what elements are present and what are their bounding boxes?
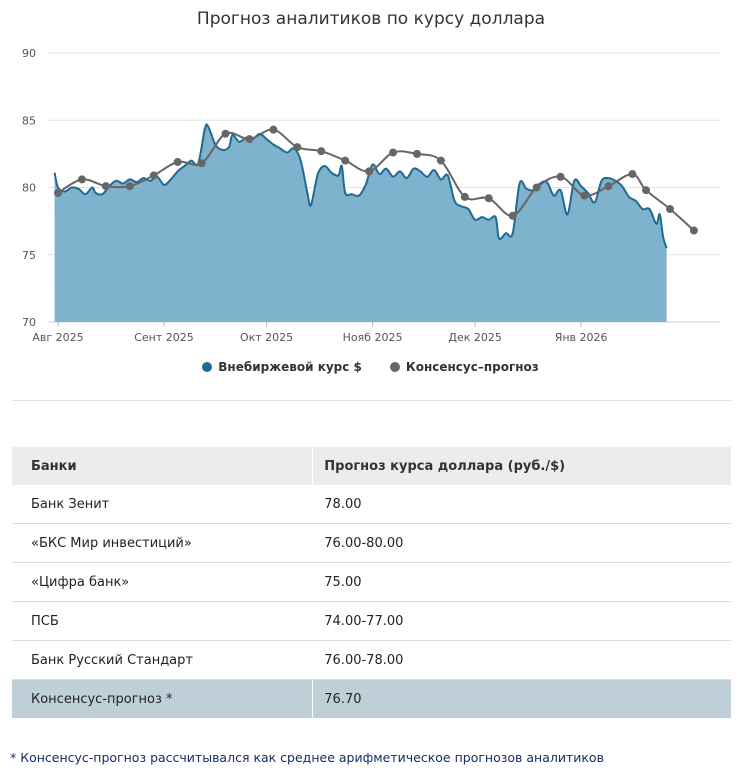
consensus-point[interactable] (221, 129, 230, 138)
y-tick-label: 70 (22, 316, 36, 329)
consensus-point[interactable] (532, 183, 541, 192)
legend-spot-marker (202, 362, 213, 372)
legend: Внебиржевой курс $ Консенсус–прогноз (0, 360, 741, 374)
bank-name: Банк Зенит (12, 485, 313, 524)
legend-item-consensus[interactable]: Консенсус–прогноз (389, 360, 539, 374)
bank-name: ПСБ (12, 601, 313, 641)
consensus-row: Консенсус-прогноз * 76.70 (12, 679, 731, 718)
consensus-point[interactable] (197, 159, 206, 168)
consensus-point[interactable] (77, 175, 86, 184)
bank-forecast: 78.00 (312, 485, 731, 524)
legend-consensus-label: Консенсус–прогноз (405, 360, 539, 374)
consensus-point[interactable] (460, 192, 469, 201)
consensus-point[interactable] (642, 186, 651, 195)
consensus-point[interactable] (580, 191, 589, 200)
forecast-table: Банки Прогноз курса доллара (руб./$) Бан… (12, 447, 731, 718)
consensus-point[interactable] (484, 194, 493, 203)
bank-name: «БКС Мир инвестиций» (12, 523, 313, 563)
consensus-point[interactable] (317, 147, 326, 156)
consensus-point[interactable] (293, 143, 302, 152)
consensus-point[interactable] (149, 171, 158, 180)
footnote: * Консенсус-прогноз рассчитывался как ср… (10, 750, 604, 765)
consensus-point[interactable] (666, 205, 674, 214)
bank-forecast: 76.00-78.00 (312, 640, 731, 680)
y-tick-label: 75 (22, 249, 36, 262)
chart-title: Прогноз аналитиков по курсу доллара (197, 9, 545, 29)
x-tick-label: Сент 2025 (134, 331, 194, 344)
consensus-value: 76.70 (312, 679, 731, 718)
table-row: ПСБ 74.00-77.00 (12, 601, 731, 641)
consensus-point[interactable] (173, 157, 182, 166)
legend-item-spot[interactable]: Внебиржевой курс $ (202, 360, 362, 374)
consensus-point[interactable] (389, 148, 398, 157)
consensus-point[interactable] (556, 172, 565, 181)
spot-rate-area (54, 124, 667, 322)
consensus-point[interactable] (365, 167, 374, 176)
consensus-line (57, 128, 695, 232)
consensus-point[interactable] (604, 182, 613, 191)
bank-name: «Цифра банк» (12, 562, 313, 602)
consensus-point[interactable] (101, 182, 110, 191)
bank-forecast: 75.00 (312, 562, 731, 602)
consensus-point[interactable] (125, 182, 134, 191)
y-tick-label: 80 (22, 182, 36, 195)
consensus-point[interactable] (412, 149, 421, 158)
y-tick-label: 85 (22, 114, 36, 127)
table-header-row: Банки Прогноз курса доллара (руб./$) (12, 447, 731, 485)
consensus-point[interactable] (54, 188, 62, 197)
x-tick-label: Дек 2025 (448, 331, 502, 344)
chart: Прогноз аналитиков по курсу доллара 70 75… (22, 9, 720, 344)
table-row: «БКС Мир инвестиций» 76.00-80.00 (12, 523, 731, 563)
consensus-point[interactable] (689, 226, 698, 235)
consensus-point[interactable] (436, 156, 445, 165)
x-tick-label: Нояб 2025 (343, 331, 403, 344)
consensus-name: Консенсус-прогноз * (12, 679, 313, 718)
header-banks: Банки (12, 447, 313, 485)
divider (12, 400, 731, 401)
consensus-point[interactable] (341, 156, 350, 165)
consensus-point[interactable] (628, 170, 637, 179)
y-tick-label: 90 (22, 47, 36, 60)
bank-name: Банк Русский Стандарт (12, 640, 313, 680)
header-forecast: Прогноз курса доллара (руб./$) (312, 447, 731, 485)
legend-spot-label: Внебиржевой курс $ (218, 360, 362, 374)
table-row: Банк Русский Стандарт 76.00-78.00 (12, 640, 731, 680)
consensus-point[interactable] (245, 135, 254, 144)
x-tick-label: Авг 2025 (32, 331, 83, 344)
x-tick-label: Янв 2026 (555, 331, 608, 344)
bank-forecast: 76.00-80.00 (312, 523, 731, 563)
consensus-point[interactable] (508, 211, 517, 220)
table-row: Банк Зенит 78.00 (12, 485, 731, 524)
table-row: «Цифра банк» 75.00 (12, 562, 731, 602)
x-tick-label: Окт 2025 (240, 331, 293, 344)
consensus-point[interactable] (269, 125, 278, 134)
bank-forecast: 74.00-77.00 (312, 601, 731, 641)
legend-consensus-marker (389, 362, 400, 372)
